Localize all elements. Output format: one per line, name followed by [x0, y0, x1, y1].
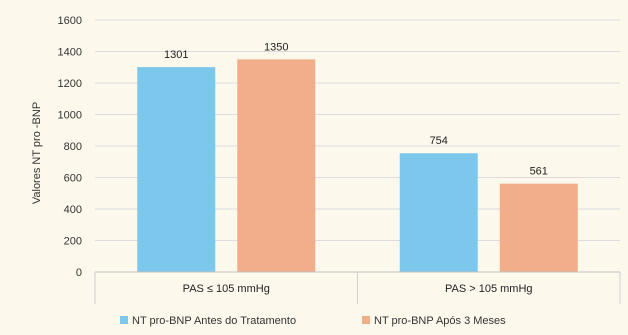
y-tick-label: 400: [64, 204, 82, 216]
bars: [137, 59, 578, 272]
data-label: 1301: [164, 49, 188, 61]
legend-label: NT pro-BNP Após 3 Meses: [374, 315, 506, 327]
legend-swatch: [120, 316, 128, 324]
bar: [237, 59, 316, 272]
y-tick-label: 800: [64, 141, 82, 153]
legend: NT pro-BNP Antes do Tratamento NT pro-BNP…: [120, 315, 506, 327]
data-labels: 1301 1350 754 561: [164, 41, 548, 177]
bar: [399, 153, 478, 272]
y-axis-ticks: 0 200 400 600 800 1000 1200 1400 1600: [58, 15, 82, 279]
y-axis-label: Valores NT pro -BNP: [31, 102, 43, 204]
legend-label: NT pro-BNP Antes do Tratamento: [132, 315, 296, 327]
category-label: PAS > 105 mmHg: [445, 283, 533, 295]
legend-swatch: [362, 316, 370, 324]
bar: [137, 67, 216, 272]
y-tick-label: 1000: [58, 110, 82, 122]
y-tick-label: 600: [64, 173, 82, 185]
y-tick-label: 1600: [58, 15, 82, 27]
y-tick-label: 1200: [58, 78, 82, 90]
y-tick-label: 1400: [58, 47, 82, 59]
category-label: PAS ≤ 105 mmHg: [183, 283, 270, 295]
data-label: 1350: [264, 41, 288, 53]
data-label: 561: [530, 166, 548, 178]
category-axis: PAS ≤ 105 mmHg PAS > 105 mmHg: [94, 271, 621, 304]
bar: [499, 183, 578, 272]
data-label: 754: [430, 135, 448, 147]
y-tick-label: 200: [64, 236, 82, 248]
y-tick-label: 0: [76, 267, 82, 279]
